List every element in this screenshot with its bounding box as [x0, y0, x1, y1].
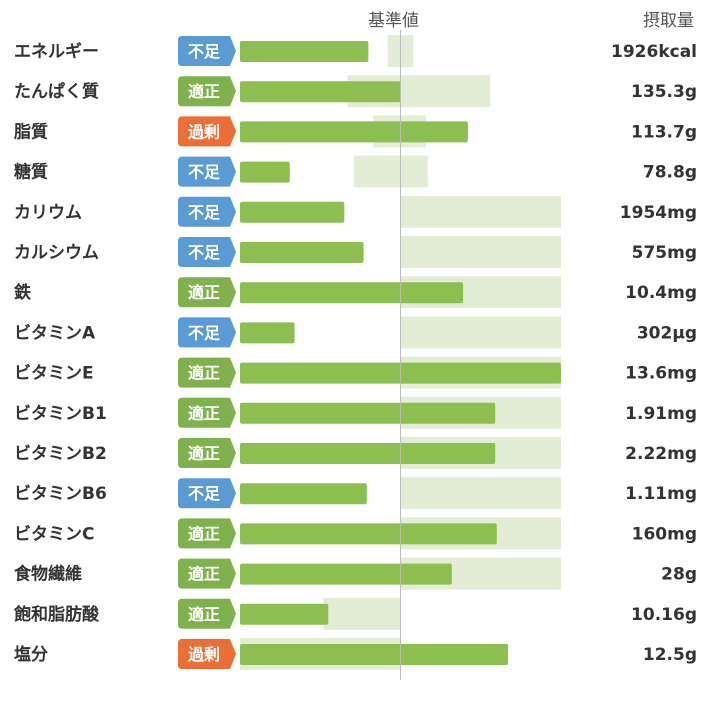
status-badge-label: 不足 [188, 42, 221, 61]
intake-header: 摂取量 [643, 11, 694, 31]
reference-range [400, 316, 561, 349]
status-badge [178, 357, 236, 388]
nutrient-label: 鉄 [14, 282, 31, 303]
nutrient-label: 飽和脂肪酸 [13, 604, 100, 625]
intake-value: 302µg [637, 323, 697, 343]
nutrient-label: 食物繊維 [14, 564, 82, 585]
reference-range [323, 597, 401, 630]
intake-value: 12.5g [643, 645, 697, 665]
status-badge-label: 適正 [188, 364, 220, 383]
status-badge-label: 不足 [188, 203, 221, 222]
nutrient-label: たんぱく質 [14, 81, 99, 102]
nutrient-label: ビタミンB6 [14, 484, 107, 504]
status-badge-label: 適正 [188, 524, 220, 543]
status-badge-label: 適正 [188, 565, 220, 584]
intake-value: 2.22mg [625, 444, 697, 464]
status-badge [178, 397, 236, 428]
intake-bar [240, 121, 468, 143]
status-badge-label: 不足 [188, 484, 221, 503]
nutrient-label: ビタミンC [14, 524, 94, 544]
intake-bar [240, 41, 369, 62]
intake-value: 28g [661, 565, 697, 585]
status-badge [178, 478, 236, 509]
status-badge [178, 196, 236, 227]
nutrient-label: ビタミンB1 [14, 404, 107, 424]
status-badge-label: 不足 [188, 243, 221, 262]
intake-value: 1.11mg [625, 484, 697, 504]
reference-range [353, 155, 428, 188]
status-badge [178, 558, 236, 589]
status-badge-label: 不足 [188, 163, 221, 182]
status-badge-label: 適正 [188, 404, 220, 423]
status-badge [178, 277, 236, 308]
status-badge-label: 適正 [188, 605, 220, 624]
status-badge-label: 適正 [188, 82, 220, 101]
intake-value: 135.3g [631, 82, 697, 102]
status-badge-label: 過剰 [187, 645, 220, 664]
nutrient-label: ビタミンE [14, 364, 94, 384]
intake-value: 160mg [632, 524, 697, 544]
intake-bar [240, 201, 345, 223]
status-badge [178, 518, 236, 549]
intake-bar [240, 644, 509, 665]
nutrient-label: ビタミンA [14, 323, 96, 343]
reference-range [400, 477, 561, 510]
intake-value: 575mg [632, 243, 697, 263]
intake-value: 1926kcal [611, 42, 697, 62]
status-badge [178, 116, 236, 147]
status-badge [178, 598, 236, 629]
intake-bar [240, 161, 290, 183]
intake-value: 10.16g [631, 605, 697, 625]
status-badge [178, 438, 236, 468]
nutrient-label: カリウム [14, 203, 82, 223]
nutrient-label: 脂質 [14, 121, 48, 142]
nutrient-label: エネルギー [14, 42, 99, 62]
intake-bar [240, 603, 329, 625]
status-badge-label: 適正 [188, 283, 220, 302]
nutrient-label: 糖質 [14, 162, 48, 183]
status-badge [178, 639, 236, 669]
intake-bar [240, 282, 464, 304]
status-badge [178, 317, 236, 348]
status-badge [178, 156, 236, 187]
reference-range [400, 236, 561, 268]
intake-bar [240, 483, 367, 505]
intake-value: 1954mg [620, 203, 697, 223]
status-badge [178, 237, 236, 267]
status-badge [178, 36, 236, 66]
intake-value: 10.4mg [625, 283, 697, 303]
intake-bar [240, 443, 496, 464]
status-badge [178, 76, 236, 107]
intake-value: 113.7g [631, 122, 697, 142]
nutrient-label: ビタミンB2 [14, 444, 107, 464]
intake-value: 13.6mg [625, 364, 697, 384]
intake-bar [240, 81, 401, 103]
intake-value: 1.91mg [625, 404, 697, 424]
intake-bar [240, 523, 497, 545]
intake-value: 78.8g [643, 163, 697, 183]
intake-bar [240, 563, 452, 585]
status-badge-label: 不足 [188, 323, 221, 342]
reference-header: 基準値 [368, 11, 419, 31]
nutrient-label: カルシウム [14, 243, 99, 263]
intake-bar [240, 322, 295, 344]
intake-bar [240, 402, 496, 424]
status-badge-label: 適正 [188, 444, 220, 463]
status-badge-label: 過剰 [187, 122, 220, 141]
reference-range [400, 195, 561, 228]
nutrient-label: 塩分 [14, 644, 48, 665]
intake-bar [240, 242, 364, 263]
